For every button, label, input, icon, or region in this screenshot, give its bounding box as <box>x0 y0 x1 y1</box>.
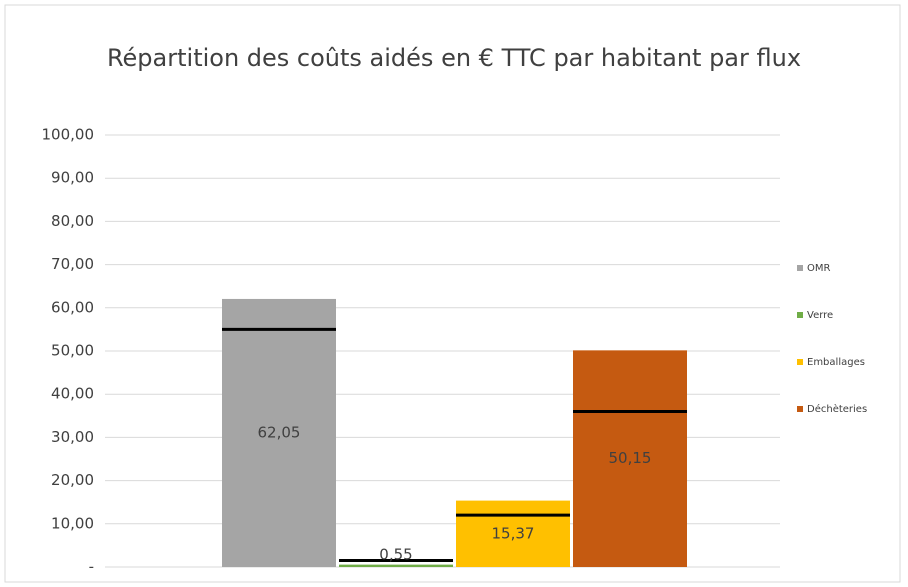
legend-label: OMR <box>807 263 830 274</box>
y-tick-label: 40,00 <box>51 385 94 403</box>
legend-swatch <box>797 265 803 271</box>
bar <box>339 564 453 567</box>
y-tick-label: 80,00 <box>51 212 94 230</box>
legend-label: Verre <box>807 310 833 321</box>
y-tick-label: - <box>89 558 94 576</box>
y-tick-label: 90,00 <box>51 169 94 187</box>
chart-frame <box>4 4 901 583</box>
y-tick-label: 10,00 <box>51 514 94 532</box>
bar <box>573 350 687 567</box>
data-label: 62,05 <box>258 423 301 441</box>
y-tick-label: 20,00 <box>51 471 94 489</box>
data-label: 15,37 <box>492 524 535 542</box>
y-tick-label: 100,00 <box>42 126 95 144</box>
legend-label: Emballages <box>807 357 865 368</box>
bar <box>222 298 336 567</box>
bar <box>456 500 570 567</box>
legend-swatch <box>797 312 803 318</box>
chart-title: Répartition des coûts aidés en € TTC par… <box>106 44 802 72</box>
legend-swatch <box>797 359 803 365</box>
y-tick-label: 30,00 <box>51 428 94 446</box>
legend-swatch <box>797 406 803 412</box>
data-label: 0,55 <box>379 546 412 564</box>
y-tick-label: 70,00 <box>51 255 94 273</box>
y-tick-label: 60,00 <box>51 298 94 316</box>
data-label: 50,15 <box>609 449 652 467</box>
y-tick-label: 50,00 <box>51 342 94 360</box>
legend-label: Déchèteries <box>807 403 867 415</box>
